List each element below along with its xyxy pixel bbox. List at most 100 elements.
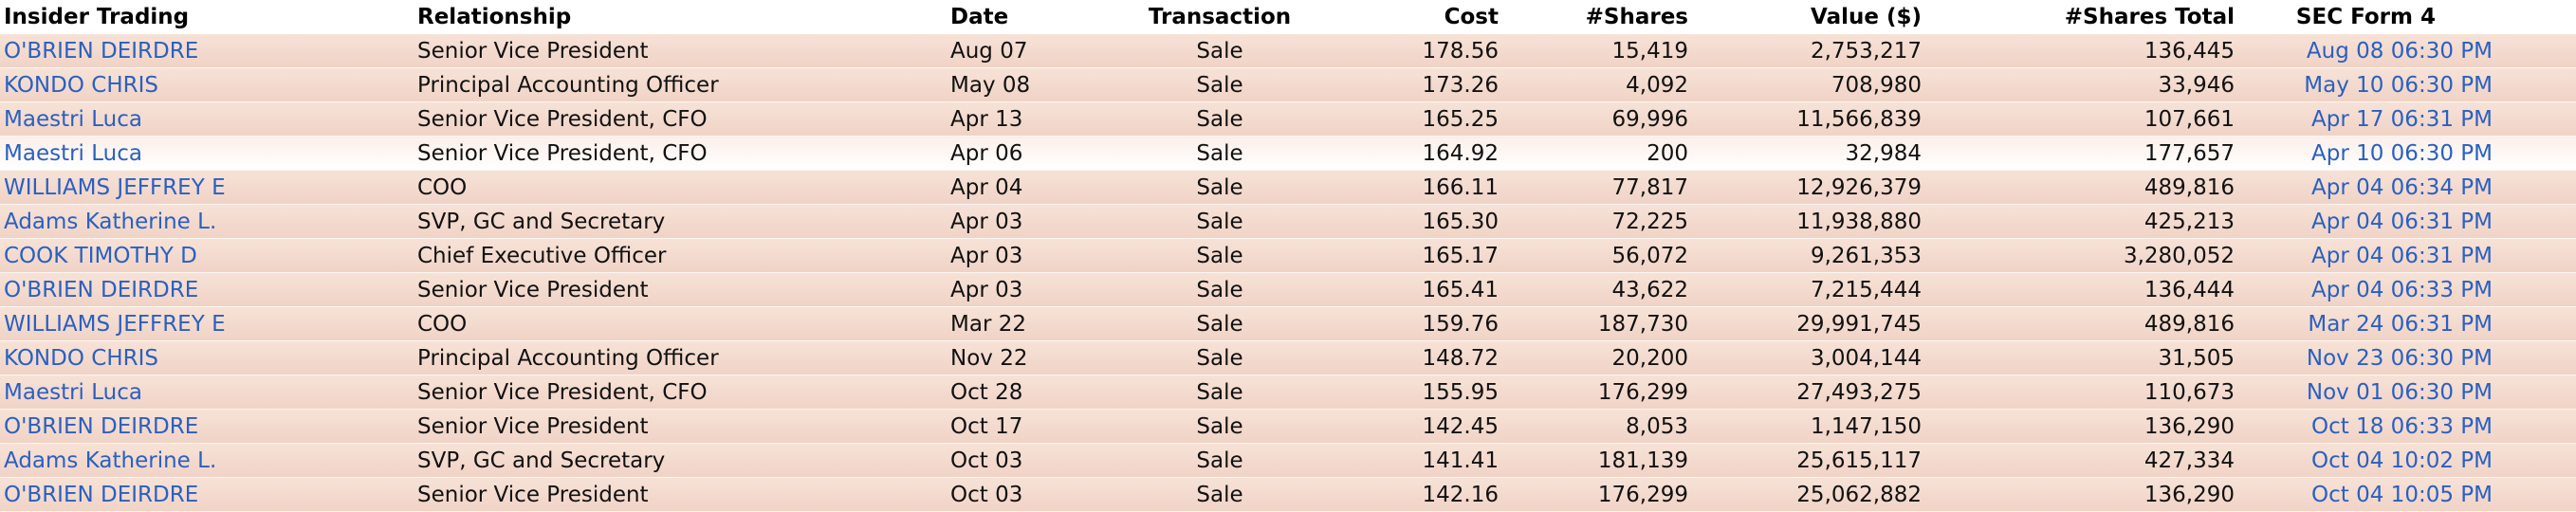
header-relationship[interactable]: Relationship: [414, 0, 947, 34]
insider-name-link[interactable]: O'BRIEN DEIRDRE: [4, 413, 199, 439]
value-cell: 25,615,117: [1796, 448, 1922, 473]
value-cell: 29,991,745: [1796, 311, 1922, 337]
table-row[interactable]: O'BRIEN DEIRDRE Senior Vice President Aug …: [0, 34, 2576, 68]
transaction-cell: Sale: [1196, 72, 1243, 98]
sec-form-4-link[interactable]: Oct 04 10:02 PM: [2311, 448, 2493, 473]
sec-form-4-link[interactable]: Apr 04 06:33 PM: [2311, 277, 2493, 302]
relationship-cell: Principal Accounting Officer: [417, 345, 719, 371]
insider-name-link[interactable]: Adams Katherine L.: [4, 209, 217, 234]
shares-total-cell: 136,445: [2144, 38, 2235, 64]
table-row[interactable]: Maestri Luca Senior Vice President, CFO Ap…: [0, 136, 2576, 171]
header-transaction[interactable]: Transaction: [1125, 0, 1315, 34]
shares-cell: 15,419: [1611, 38, 1688, 64]
shares-total-cell: 33,946: [2158, 72, 2235, 98]
relationship-cell: Senior Vice President: [417, 38, 649, 64]
table-row[interactable]: COOK TIMOTHY D Chief Executive Officer Apr…: [0, 238, 2576, 273]
table-row[interactable]: Adams Katherine L. SVP, GC and Secretary O…: [0, 443, 2576, 478]
date-cell: Oct 03: [950, 482, 1023, 507]
date-cell: Apr 03: [950, 243, 1023, 268]
relationship-cell: Senior Vice President: [417, 277, 649, 302]
table-row[interactable]: Maestri Luca Senior Vice President, CFO Ap…: [0, 101, 2576, 137]
relationship-cell: Chief Executive Officer: [417, 243, 667, 268]
shares-total-cell: 425,213: [2144, 209, 2235, 234]
sec-form-4-link[interactable]: May 10 06:30 PM: [2304, 72, 2493, 98]
header-shares-total[interactable]: #Shares Total: [1925, 0, 2238, 34]
header-cost[interactable]: Cost: [1315, 0, 1502, 34]
table-header-row: Insider Trading Relationship Date Transa…: [0, 0, 2576, 34]
date-cell: May 08: [950, 72, 1031, 98]
cost-cell: 165.30: [1422, 209, 1499, 234]
insider-name-link[interactable]: COOK TIMOTHY D: [4, 243, 197, 268]
shares-cell: 56,072: [1611, 243, 1688, 268]
date-cell: Oct 17: [950, 413, 1023, 439]
sec-form-4-link[interactable]: Apr 17 06:31 PM: [2311, 106, 2493, 132]
transaction-cell: Sale: [1196, 209, 1243, 234]
value-cell: 708,980: [1831, 72, 1922, 98]
insider-name-link[interactable]: O'BRIEN DEIRDRE: [4, 38, 199, 64]
header-sec-form-4[interactable]: SEC Form 4: [2238, 0, 2576, 34]
shares-cell: 181,139: [1597, 448, 1688, 473]
shares-total-cell: 136,290: [2144, 482, 2235, 507]
value-cell: 3,004,144: [1810, 345, 1922, 371]
insider-name-link[interactable]: Adams Katherine L.: [4, 448, 217, 473]
header-value[interactable]: Value ($): [1692, 0, 1925, 34]
date-cell: Nov 22: [950, 345, 1028, 371]
cost-cell: 165.41: [1422, 277, 1499, 302]
insider-name-link[interactable]: KONDO CHRIS: [4, 72, 158, 98]
table-row[interactable]: KONDO CHRIS Principal Accounting Officer N…: [0, 340, 2576, 375]
date-cell: Apr 03: [950, 277, 1023, 302]
table-row[interactable]: WILLIAMS JEFFREY E COO Mar 22 Sale 159.76 187…: [0, 306, 2576, 341]
shares-total-cell: 110,673: [2144, 379, 2235, 405]
date-cell: Oct 03: [950, 448, 1023, 473]
sec-form-4-link[interactable]: Oct 04 10:05 PM: [2311, 482, 2493, 507]
sec-form-4-link[interactable]: Nov 01 06:30 PM: [2306, 379, 2493, 405]
sec-form-4-link[interactable]: Apr 04 06:31 PM: [2311, 209, 2493, 234]
value-cell: 12,926,379: [1796, 174, 1922, 200]
insider-name-link[interactable]: O'BRIEN DEIRDRE: [4, 482, 199, 507]
relationship-cell: Senior Vice President: [417, 413, 649, 439]
shares-cell: 200: [1647, 140, 1688, 166]
sec-form-4-link[interactable]: Mar 24 06:31 PM: [2308, 311, 2493, 337]
value-cell: 7,215,444: [1810, 277, 1922, 302]
cost-cell: 165.25: [1422, 106, 1499, 132]
sec-form-4-link[interactable]: Aug 08 06:30 PM: [2306, 38, 2493, 64]
table-row[interactable]: KONDO CHRIS Principal Accounting Officer M…: [0, 67, 2576, 102]
shares-cell: 69,996: [1611, 106, 1688, 132]
sec-form-4-link[interactable]: Oct 18 06:33 PM: [2311, 413, 2493, 439]
relationship-cell: SVP, GC and Secretary: [417, 209, 666, 234]
relationship-cell: Senior Vice President, CFO: [417, 106, 708, 132]
table-row[interactable]: O'BRIEN DEIRDRE Senior Vice President Apr …: [0, 272, 2576, 307]
shares-total-cell: 177,657: [2144, 140, 2235, 166]
table-row[interactable]: O'BRIEN DEIRDRE Senior Vice President Oct …: [0, 477, 2576, 512]
insider-name-link[interactable]: Maestri Luca: [4, 379, 142, 405]
header-shares[interactable]: #Shares: [1502, 0, 1692, 34]
insider-name-link[interactable]: KONDO CHRIS: [4, 345, 158, 371]
table-row[interactable]: Maestri Luca Senior Vice President, CFO Oc…: [0, 375, 2576, 410]
shares-cell: 176,299: [1597, 379, 1688, 405]
insider-name-link[interactable]: WILLIAMS JEFFREY E: [4, 174, 226, 200]
insider-name-link[interactable]: O'BRIEN DEIRDRE: [4, 277, 199, 302]
insider-name-link[interactable]: WILLIAMS JEFFREY E: [4, 311, 226, 337]
sec-form-4-link[interactable]: Apr 04 06:31 PM: [2311, 243, 2493, 268]
shares-cell: 20,200: [1611, 345, 1688, 371]
transaction-cell: Sale: [1196, 413, 1243, 439]
date-cell: Aug 07: [950, 38, 1028, 64]
sec-form-4-link[interactable]: Apr 10 06:30 PM: [2311, 140, 2493, 166]
sec-form-4-link[interactable]: Apr 04 06:34 PM: [2311, 174, 2493, 200]
cost-cell: 166.11: [1422, 174, 1499, 200]
table-row[interactable]: O'BRIEN DEIRDRE Senior Vice President Oct …: [0, 409, 2576, 444]
transaction-cell: Sale: [1196, 277, 1243, 302]
header-date[interactable]: Date: [947, 0, 1125, 34]
value-cell: 9,261,353: [1810, 243, 1922, 268]
table-row[interactable]: WILLIAMS JEFFREY E COO Apr 04 Sale 166.11 77,…: [0, 170, 2576, 205]
relationship-cell: SVP, GC and Secretary: [417, 448, 666, 473]
value-cell: 11,566,839: [1796, 106, 1922, 132]
date-cell: Apr 06: [950, 140, 1023, 166]
insider-name-link[interactable]: Maestri Luca: [4, 140, 142, 166]
header-insider-trading[interactable]: Insider Trading: [0, 0, 414, 34]
insider-name-link[interactable]: Maestri Luca: [4, 106, 142, 132]
shares-total-cell: 31,505: [2158, 345, 2235, 371]
sec-form-4-link[interactable]: Nov 23 06:30 PM: [2306, 345, 2493, 371]
transaction-cell: Sale: [1196, 106, 1243, 132]
table-row[interactable]: Adams Katherine L. SVP, GC and Secretary A…: [0, 204, 2576, 239]
